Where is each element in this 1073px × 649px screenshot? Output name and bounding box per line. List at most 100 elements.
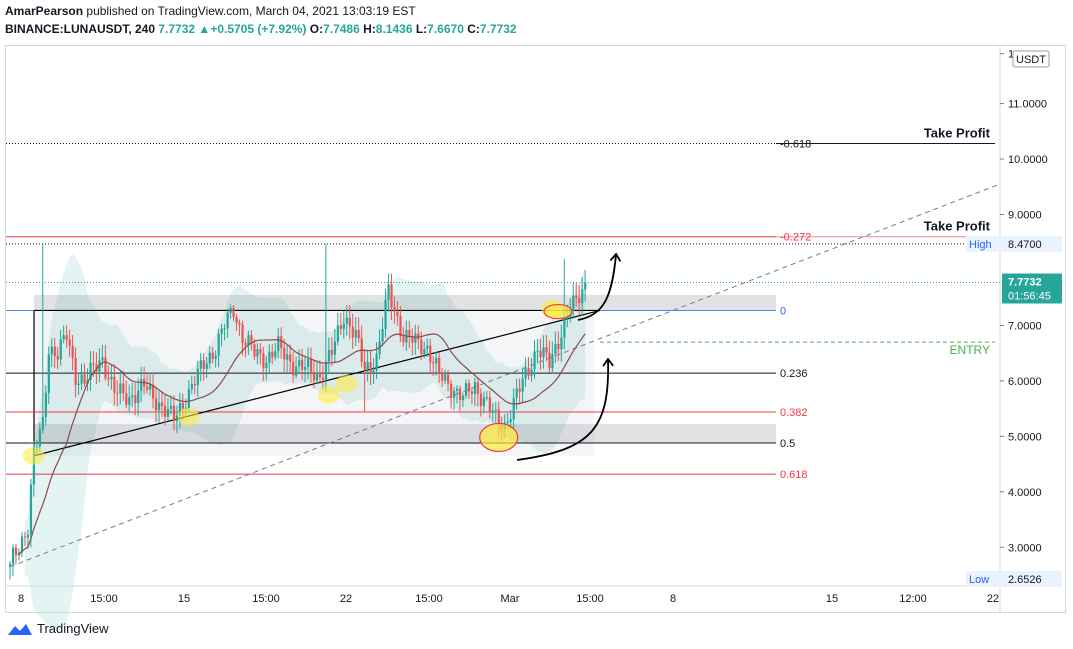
x-tick-label: 22 [340, 593, 352, 605]
candle [458, 385, 462, 411]
candle [387, 273, 390, 312]
candle-body [32, 446, 36, 485]
candle-body [399, 316, 402, 337]
candle-body [324, 361, 328, 380]
candle-body [450, 383, 453, 398]
candle [131, 382, 134, 408]
candle-body [304, 367, 307, 370]
candle-body [50, 346, 53, 355]
candle [116, 380, 119, 407]
touch-highlight [335, 374, 358, 393]
candle [450, 379, 453, 409]
candle [286, 345, 289, 373]
candle-body [250, 335, 253, 345]
currency-label[interactable]: USDT [1016, 54, 1046, 66]
candle-body [131, 395, 134, 398]
candle-body [506, 421, 509, 423]
candle-body [59, 339, 62, 360]
dashed-trendline [9, 183, 1001, 568]
candle-body [271, 351, 274, 358]
candle-body [414, 333, 417, 343]
candle [441, 367, 444, 388]
candle-body [29, 484, 33, 535]
candle [330, 337, 334, 366]
candle-body [41, 417, 44, 430]
candle-body [375, 354, 378, 371]
candle [307, 347, 310, 380]
candle-body [47, 354, 50, 393]
candle-body [187, 389, 190, 408]
candle [321, 365, 325, 390]
x-tick-label: 15:00 [90, 593, 118, 605]
candle-body [432, 362, 435, 364]
candle [208, 346, 211, 369]
candle [301, 349, 304, 381]
publish-text: published on TradingView.com, March 04, … [86, 4, 416, 18]
candle [295, 356, 298, 379]
symbol-name: BINANCE:LUNAUSDT, 240 [5, 22, 156, 36]
candle [44, 385, 47, 426]
candle [253, 338, 256, 360]
candle-body [140, 379, 143, 391]
candle-body [283, 348, 286, 360]
candle [217, 328, 220, 368]
candle-body [581, 289, 584, 304]
y-tick-label: 6.0000 [1008, 376, 1042, 388]
currency-button[interactable] [1012, 50, 1050, 68]
candle-body [160, 402, 164, 406]
candle [399, 306, 402, 343]
candle-body [169, 405, 173, 409]
candle-body [134, 395, 137, 403]
candle-body [307, 358, 310, 368]
fib-label: -0.618 [780, 139, 811, 151]
candle [402, 326, 405, 347]
candle [530, 358, 533, 382]
candle [393, 296, 396, 324]
candle-body [309, 358, 313, 372]
candle-body [211, 352, 214, 359]
candle [256, 343, 259, 365]
candle-body [217, 333, 220, 356]
close-label: C: [467, 22, 480, 36]
candle-body [321, 377, 325, 380]
candle [155, 386, 158, 423]
candle-body [563, 318, 566, 338]
countdown-value: 01:56:45 [1008, 291, 1051, 303]
candle-body [330, 349, 334, 355]
candle-body [461, 395, 465, 401]
footer[interactable]: TradingView [7, 621, 109, 636]
candle [146, 374, 149, 394]
candle [119, 370, 122, 405]
candle-body [476, 382, 480, 394]
candle [494, 401, 497, 423]
candle-body [512, 397, 515, 420]
y-tick-label: 9.0000 [1008, 210, 1042, 222]
candle-body [497, 409, 500, 425]
candle [426, 338, 429, 357]
candle-body [524, 368, 527, 379]
candle-body [277, 336, 280, 352]
candle [351, 313, 354, 350]
candle-body [411, 336, 414, 343]
candle-body [292, 361, 295, 376]
candle-body [312, 371, 316, 381]
candle-body [53, 346, 56, 357]
candle-body [38, 429, 41, 447]
x-tick-label: 12:00 [899, 593, 927, 605]
candle-body [485, 397, 488, 399]
candle-body [545, 347, 548, 353]
candle-body [390, 284, 393, 308]
candle [250, 330, 253, 351]
candle [444, 369, 447, 385]
candle-body [289, 354, 292, 362]
candle-body [238, 322, 241, 325]
candle [83, 363, 86, 387]
candle-body [393, 307, 396, 312]
candle-body [193, 383, 196, 386]
candle [488, 390, 491, 419]
candle-body [369, 362, 372, 373]
candle [551, 341, 554, 374]
candle-body [318, 372, 322, 378]
candle-body [137, 390, 140, 403]
